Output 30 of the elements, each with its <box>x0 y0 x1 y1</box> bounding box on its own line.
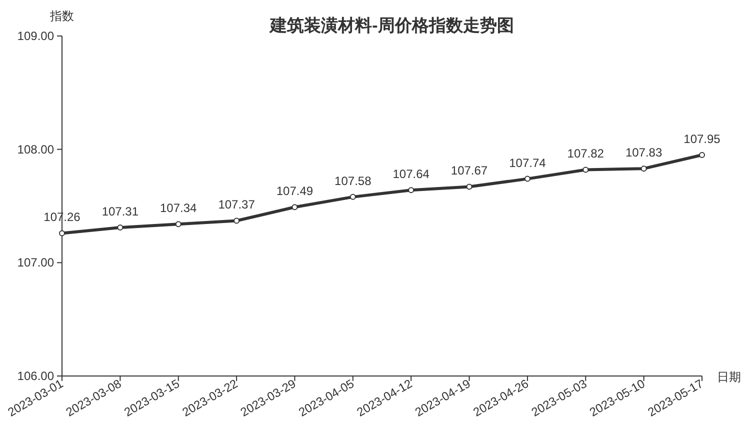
point <box>524 176 530 182</box>
data-label: 107.83 <box>625 146 662 160</box>
point <box>699 152 705 158</box>
point <box>466 184 472 190</box>
xlabel: 日期 <box>717 370 741 384</box>
data-label: 107.82 <box>567 146 604 161</box>
point <box>582 166 589 173</box>
y-tick-label: 109.00 <box>17 29 54 43</box>
point <box>117 224 124 231</box>
point <box>408 187 414 194</box>
point <box>175 221 182 228</box>
data-label: 107.31 <box>102 204 139 219</box>
data-label: 107.74 <box>509 156 546 170</box>
data-label: 107.49 <box>276 184 314 198</box>
point <box>292 204 298 210</box>
ylabel: 指数 <box>50 9 74 23</box>
title: 建筑装潢材料-周价格指数走势图 <box>270 16 514 35</box>
data-label: 107.67 <box>450 164 488 178</box>
point <box>59 230 65 236</box>
y-tick-label: 106.00 <box>17 369 54 383</box>
data-label: 107.34 <box>160 201 198 216</box>
point <box>350 194 356 200</box>
data-label: 107.64 <box>392 167 430 182</box>
data-label: 107.37 <box>218 198 256 212</box>
y-tick-label: 107.00 <box>17 256 54 270</box>
point <box>640 166 647 172</box>
y-tick-label: 108.00 <box>17 142 54 156</box>
point <box>234 218 240 224</box>
data-label: 107.58 <box>334 174 372 188</box>
data-label: 107.95 <box>684 132 721 146</box>
